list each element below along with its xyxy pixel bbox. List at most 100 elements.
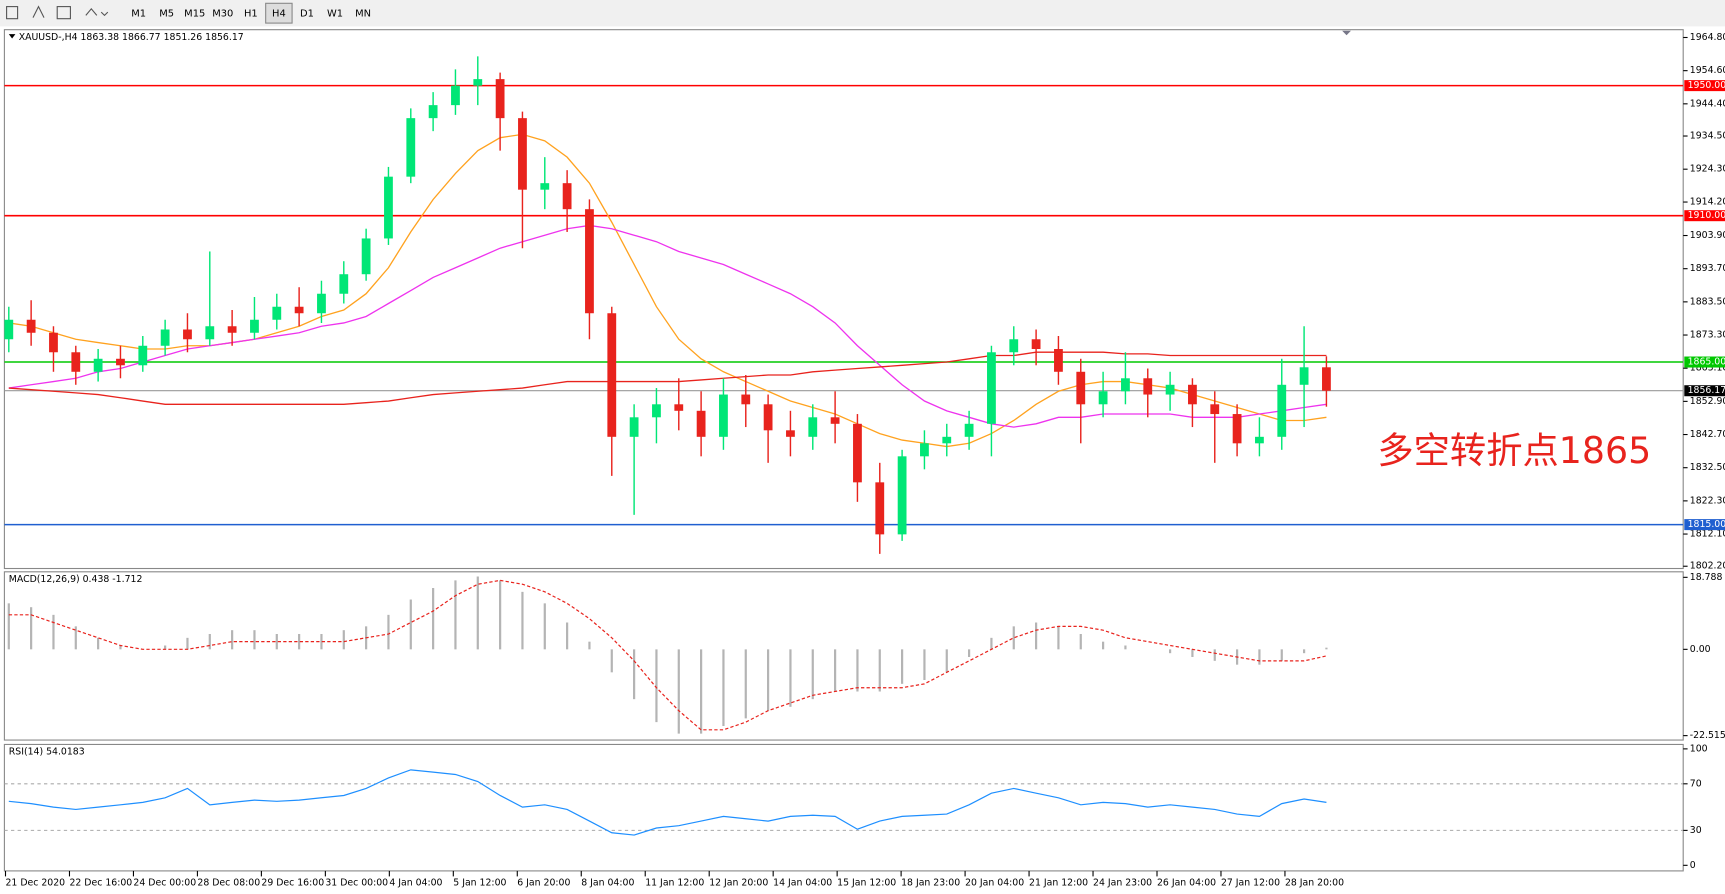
- candle-body: [26, 319, 36, 333]
- level-tag: [1684, 210, 1725, 222]
- y-tick-label: 1852.90: [1690, 396, 1725, 407]
- candle-body: [227, 326, 237, 333]
- x-tick-label: 21 Dec 2020: [6, 878, 66, 889]
- timeframe-label[interactable]: H1: [244, 9, 258, 20]
- candle-body: [897, 456, 907, 535]
- timeframe-label[interactable]: W1: [327, 9, 343, 20]
- y-tick-label: 70: [1690, 778, 1702, 789]
- x-tick-label: 15 Jan 12:00: [837, 878, 896, 889]
- timeframe-label[interactable]: H4: [272, 9, 286, 20]
- x-tick-label: 21 Jan 12:00: [1029, 878, 1088, 889]
- x-tick-label: 20 Jan 04:00: [965, 878, 1024, 889]
- timeframe-button[interactable]: [349, 3, 377, 24]
- y-tick-label: 1802.20: [1690, 561, 1725, 572]
- current-price-label: 1856.17: [1688, 385, 1725, 396]
- candle-body: [830, 417, 840, 424]
- y-tick-label: 1924.30: [1690, 164, 1725, 175]
- candle-body: [138, 345, 148, 366]
- rsi-frame: [3, 743, 1684, 872]
- candle-body: [71, 352, 81, 372]
- y-tick-label: 1842.70: [1690, 429, 1725, 440]
- title-marker: [8, 34, 16, 39]
- candle-body: [964, 423, 974, 437]
- candle-body: [93, 358, 103, 372]
- candle-body: [250, 319, 259, 333]
- level-tag: [1684, 356, 1725, 368]
- candle-body: [1009, 339, 1019, 353]
- candle-body: [160, 329, 170, 346]
- icon[interactable]: [6, 6, 19, 20]
- candle-body: [428, 105, 438, 119]
- timeframe-button[interactable]: [265, 2, 293, 24]
- y-tick-label: 18.788: [1690, 572, 1723, 583]
- y-tick-label: 1944.40: [1690, 98, 1725, 109]
- timeframe-label[interactable]: M30: [212, 9, 233, 20]
- level-label: 1950.00: [1688, 80, 1725, 91]
- level-tag: [1684, 80, 1725, 92]
- candle-body: [875, 482, 885, 535]
- y-tick-label: 1903.90: [1690, 230, 1725, 241]
- candle-body: [272, 306, 282, 320]
- candle-body: [317, 293, 326, 314]
- y-tick-label: 1863.10: [1690, 363, 1725, 374]
- candle-body: [49, 332, 58, 353]
- toolbar-icons: [6, 5, 109, 20]
- current-price-tag: [1684, 385, 1725, 397]
- level-label: 1815.00: [1688, 519, 1725, 530]
- candle-body: [1232, 414, 1242, 444]
- candle-body: [1121, 378, 1130, 392]
- candle-body: [1299, 367, 1309, 385]
- level-tag: [1684, 519, 1725, 531]
- y-tick-label: 1812.10: [1690, 529, 1725, 540]
- candle-body: [1188, 384, 1197, 405]
- x-tick-label: 27 Jan 12:00: [1221, 878, 1280, 889]
- x-tick-label: 5 Jan 12:00: [453, 878, 506, 889]
- candle-body: [942, 436, 952, 444]
- timeframe-label[interactable]: M5: [159, 9, 174, 20]
- x-tick-label: 8 Jan 04:00: [581, 878, 634, 889]
- timeframe-button[interactable]: [209, 3, 236, 24]
- moving-average: [8, 133, 1327, 448]
- candle-body: [987, 352, 996, 424]
- y-tick-label: 1873.30: [1690, 330, 1725, 341]
- timeframe-button[interactable]: [293, 3, 321, 24]
- y-tick-label: 30: [1690, 825, 1702, 836]
- x-tick-label: 29 Dec 16:00: [261, 878, 324, 889]
- candle-body: [696, 410, 706, 437]
- candle-body: [406, 118, 416, 177]
- moving-average: [8, 351, 1327, 405]
- candle-body: [786, 430, 795, 437]
- timeframe-button[interactable]: [237, 3, 265, 24]
- candle-body: [1277, 384, 1287, 437]
- timeframe-label[interactable]: D1: [300, 9, 314, 20]
- macd-signal: [8, 579, 1327, 731]
- timeframe-label[interactable]: M15: [184, 9, 205, 20]
- candle-body: [629, 417, 639, 437]
- y-tick-label: 100: [1690, 743, 1708, 754]
- icon[interactable]: [32, 5, 45, 18]
- candle-body: [205, 326, 215, 340]
- panel-title: RSI(14) 54.0183: [9, 747, 85, 758]
- timeframe-button[interactable]: [321, 3, 349, 24]
- candle-body: [116, 358, 125, 366]
- timeframe-button[interactable]: [125, 3, 152, 24]
- candle-body: [1098, 391, 1108, 405]
- y-tick-label: 1914.20: [1690, 197, 1725, 208]
- y-tick-label: 0: [1690, 860, 1696, 871]
- panel-title: XAUUSD-,H4 1863.38 1866.77 1851.26 1856.…: [19, 32, 244, 43]
- x-tick-label: 14 Jan 04:00: [773, 878, 832, 889]
- y-tick-label: 1954.60: [1690, 65, 1725, 76]
- candle-body: [1255, 436, 1264, 444]
- rsi-line: [8, 769, 1327, 836]
- timeframe-button[interactable]: [153, 3, 180, 24]
- icon[interactable]: [56, 6, 71, 20]
- timeframe-label[interactable]: M1: [131, 9, 146, 20]
- main-frame: [3, 29, 1684, 570]
- timeframe-label[interactable]: MN: [355, 9, 371, 20]
- candle-body: [763, 404, 773, 431]
- icon[interactable]: [85, 7, 109, 17]
- panel-title: MACD(12,26,9) 0.438 -1.712: [9, 574, 143, 585]
- candle-body: [674, 404, 684, 411]
- timeframe-button[interactable]: [181, 3, 208, 24]
